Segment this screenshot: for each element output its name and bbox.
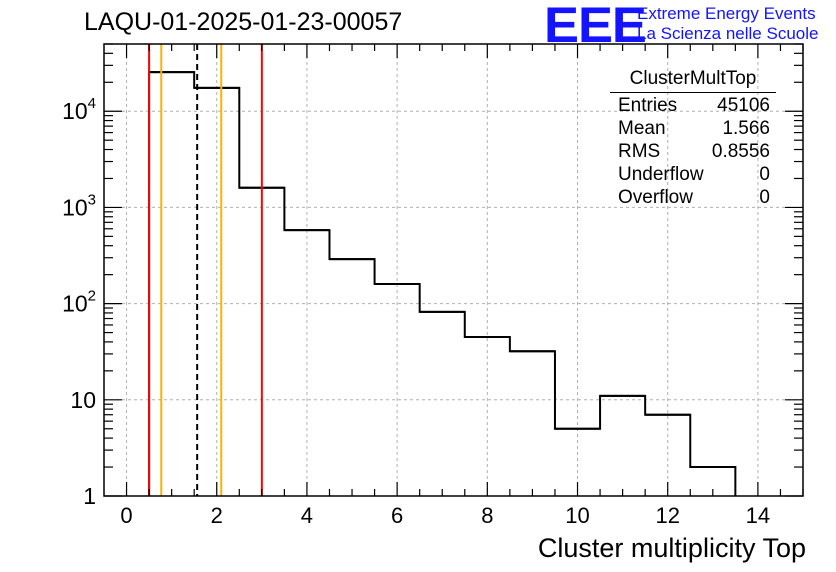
stats-label: Mean bbox=[618, 118, 666, 139]
y-tick-exponent: 3 bbox=[88, 191, 96, 208]
stats-value: 0 bbox=[759, 164, 770, 185]
stats-row-entries: Entries 45106 bbox=[610, 94, 776, 117]
stats-row-rms: RMS 0.8556 bbox=[610, 140, 776, 163]
stats-value: 0.8556 bbox=[711, 141, 770, 162]
stats-row-underflow: Underflow 0 bbox=[610, 163, 776, 186]
y-tick-base: 10 bbox=[62, 291, 88, 317]
stats-label: Overflow bbox=[618, 187, 693, 208]
stats-title: ClusterMultTop bbox=[610, 68, 776, 93]
y-tick-exponent: 4 bbox=[88, 95, 96, 112]
x-tick-label: 0 bbox=[120, 503, 132, 528]
y-tick-label: 1 bbox=[83, 483, 96, 509]
logo-line-1: Extreme Energy Events bbox=[637, 4, 816, 23]
stats-value: 45106 bbox=[717, 95, 770, 116]
y-tick-label: 10 bbox=[70, 387, 96, 413]
y-tick-base: 10 bbox=[62, 98, 88, 124]
stats-label: Underflow bbox=[618, 164, 704, 185]
x-tick-label: 6 bbox=[391, 503, 403, 528]
x-tick-label: 4 bbox=[301, 503, 313, 528]
stats-row-overflow: Overflow 0 bbox=[610, 186, 776, 209]
x-axis-label: Cluster multiplicity Top bbox=[537, 533, 806, 563]
x-tick-label: 8 bbox=[481, 503, 493, 528]
plot-title: LAQU-01-2025-01-23-00057 bbox=[84, 8, 403, 36]
y-tick-label: 102 bbox=[62, 288, 96, 317]
eee-logo: EEE bbox=[544, 0, 647, 53]
logo-line-2: La Scienza nelle Scuole bbox=[637, 24, 819, 43]
plot-frame bbox=[103, 43, 804, 497]
x-tick-label: 12 bbox=[655, 503, 679, 528]
y-tick-base: 10 bbox=[62, 194, 88, 220]
x-tick-label: 14 bbox=[746, 503, 770, 528]
stats-value: 0 bbox=[759, 187, 770, 208]
y-tick-label: 104 bbox=[62, 95, 96, 124]
stats-box: ClusterMultTop Entries 45106 Mean 1.566 … bbox=[610, 68, 776, 209]
stats-value: 1.566 bbox=[722, 118, 770, 139]
y-tick-exponent: 2 bbox=[88, 288, 96, 305]
stats-label: RMS bbox=[618, 141, 661, 162]
x-tick-label: 10 bbox=[565, 503, 589, 528]
stats-label: Entries bbox=[618, 95, 678, 116]
x-tick-label: 2 bbox=[211, 503, 223, 528]
stats-row-mean: Mean 1.566 bbox=[610, 117, 776, 140]
y-tick-label: 103 bbox=[62, 191, 96, 220]
